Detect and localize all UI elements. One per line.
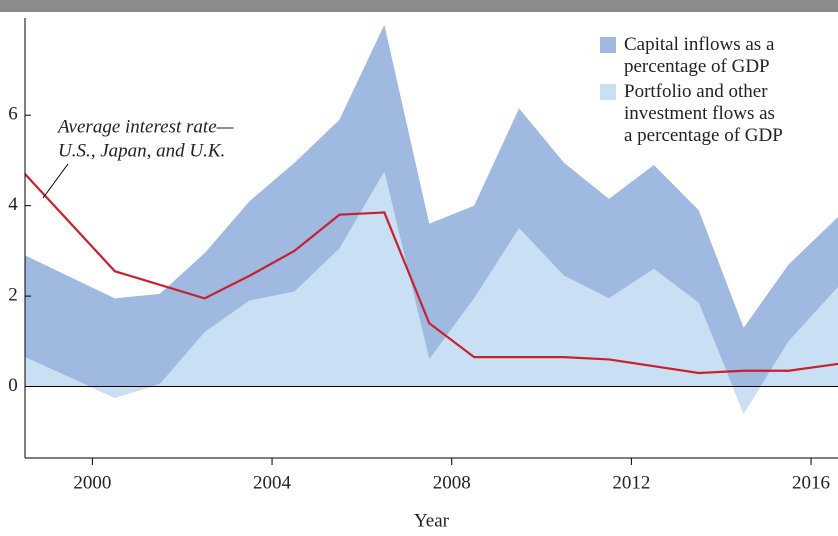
legend-swatch [600, 37, 616, 53]
annotation: Average interest rate— [56, 116, 234, 137]
x-tick-label: 2016 [792, 472, 830, 493]
y-tick-label: 6 [8, 104, 18, 125]
legend-label: Portfolio and other investment flows as … [624, 81, 783, 146]
x-tick-label: 2008 [433, 472, 471, 493]
x-tick-label: 2000 [73, 472, 111, 493]
legend: Capital inflows as a percentage of GDP Po… [600, 34, 838, 150]
line-interest-rate [24, 173, 838, 375]
x-tick-label: 2004 [253, 472, 292, 493]
annotation: U.S., Japan, and U.K. [58, 140, 225, 161]
x-axis-label: Year [414, 510, 450, 531]
top-bar [0, 0, 838, 12]
y-tick-label: 2 [8, 284, 18, 305]
legend-item: Capital inflows as a percentage of GDP [600, 34, 838, 78]
legend-swatch [600, 84, 616, 100]
annotation-leader [42, 163, 69, 199]
area-capital [25, 24, 838, 414]
area-portfolio [25, 171, 838, 414]
legend-item: Portfolio and other investment flows as … [600, 81, 838, 147]
y-tick-label: 4 [8, 194, 18, 215]
x-tick-label: 2012 [612, 472, 650, 493]
y-tick-label: 0 [8, 375, 18, 396]
legend-label: Capital inflows as a percentage of GDP [624, 34, 775, 77]
